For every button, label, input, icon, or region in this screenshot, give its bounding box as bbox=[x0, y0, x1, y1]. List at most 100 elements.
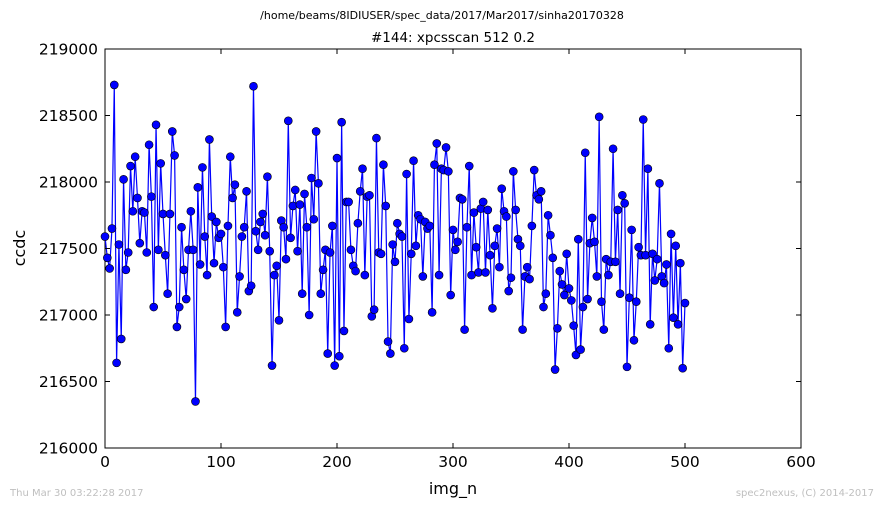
data-point bbox=[109, 80, 119, 90]
data-point bbox=[154, 245, 163, 255]
ticks-layer: 0 100 200 300 400 500 600 216000 216500 217000 217… bbox=[39, 41, 816, 472]
data-point bbox=[283, 116, 293, 126]
data-point bbox=[100, 232, 110, 241]
data-point bbox=[402, 169, 411, 179]
data-point bbox=[404, 314, 414, 324]
data-point bbox=[541, 289, 551, 299]
data-point bbox=[488, 304, 497, 313]
data-point bbox=[344, 197, 353, 207]
data-point bbox=[258, 209, 268, 219]
data-point bbox=[550, 365, 560, 374]
data-point bbox=[560, 290, 569, 300]
data-point bbox=[235, 272, 244, 281]
data-point bbox=[309, 214, 319, 224]
data-point bbox=[260, 230, 270, 240]
data-point bbox=[186, 206, 196, 216]
data-point bbox=[441, 143, 451, 152]
data-point bbox=[311, 127, 321, 136]
data-point bbox=[567, 296, 576, 305]
data-point bbox=[307, 173, 316, 183]
data-point bbox=[604, 270, 613, 280]
data-point bbox=[434, 270, 444, 280]
data-point bbox=[205, 135, 214, 144]
data-point bbox=[611, 257, 620, 267]
data-point bbox=[662, 260, 671, 269]
data-point bbox=[671, 241, 681, 251]
data-point bbox=[209, 258, 219, 268]
data-point bbox=[353, 218, 363, 228]
data-point bbox=[618, 191, 627, 200]
data-point bbox=[536, 187, 546, 196]
data-point bbox=[620, 198, 629, 208]
data-point bbox=[369, 305, 379, 314]
data-point bbox=[631, 297, 641, 307]
data-point bbox=[645, 320, 655, 329]
data-point bbox=[625, 293, 634, 303]
data-point bbox=[161, 250, 170, 260]
file-path-title: /home/beams/8IDIUSER/spec_data/2017/Mar2… bbox=[260, 9, 624, 22]
data-point bbox=[659, 278, 669, 288]
data-point bbox=[594, 112, 604, 122]
data-point bbox=[337, 117, 346, 127]
data-point bbox=[376, 249, 386, 259]
data-point bbox=[525, 274, 534, 284]
data-point bbox=[397, 232, 407, 241]
data-point bbox=[451, 245, 460, 255]
data-point bbox=[281, 254, 291, 264]
data-point bbox=[251, 226, 261, 236]
data-point bbox=[613, 205, 623, 215]
data-point bbox=[576, 345, 585, 354]
data-point bbox=[351, 266, 360, 276]
data-point bbox=[188, 245, 198, 255]
data-point bbox=[460, 325, 469, 334]
data-point bbox=[328, 221, 337, 231]
x-tick-label: 300 bbox=[438, 453, 468, 471]
data-point bbox=[641, 250, 650, 260]
data-point bbox=[448, 225, 458, 235]
data-point bbox=[562, 249, 571, 259]
data-point bbox=[518, 325, 527, 334]
data-point bbox=[629, 335, 639, 345]
data-point bbox=[249, 81, 258, 91]
y-tick-label: 216500 bbox=[39, 373, 98, 391]
data-point bbox=[669, 313, 678, 322]
data-point bbox=[365, 191, 374, 200]
data-point bbox=[569, 321, 578, 330]
data-point bbox=[267, 361, 277, 370]
data-point bbox=[580, 148, 590, 158]
data-point bbox=[515, 241, 525, 251]
data-point bbox=[105, 264, 114, 273]
data-point bbox=[597, 297, 606, 307]
data-point bbox=[242, 187, 251, 196]
data-point bbox=[587, 213, 597, 223]
data-point bbox=[223, 221, 233, 231]
data-point bbox=[471, 242, 481, 252]
data-point bbox=[590, 237, 599, 247]
data-point bbox=[504, 286, 513, 296]
data-point bbox=[462, 222, 472, 232]
data-point bbox=[650, 276, 660, 285]
data-point bbox=[167, 127, 177, 136]
data-point bbox=[527, 221, 537, 231]
data-point bbox=[678, 363, 687, 373]
data-point bbox=[330, 361, 339, 370]
data-point bbox=[557, 280, 567, 289]
data-point bbox=[288, 201, 298, 211]
data-point bbox=[495, 262, 504, 272]
data-point bbox=[599, 325, 609, 334]
data-point bbox=[165, 209, 175, 219]
data-point bbox=[116, 334, 126, 344]
data-point bbox=[170, 151, 179, 160]
data-point bbox=[615, 289, 625, 299]
data-point bbox=[643, 164, 653, 173]
data-point bbox=[393, 218, 402, 228]
data-point bbox=[121, 265, 131, 275]
data-point bbox=[103, 253, 112, 263]
data-point bbox=[263, 172, 272, 181]
data-point bbox=[553, 323, 562, 333]
data-point bbox=[676, 258, 685, 268]
data-point bbox=[578, 302, 588, 312]
data-point bbox=[179, 265, 189, 275]
data-point bbox=[534, 194, 544, 204]
